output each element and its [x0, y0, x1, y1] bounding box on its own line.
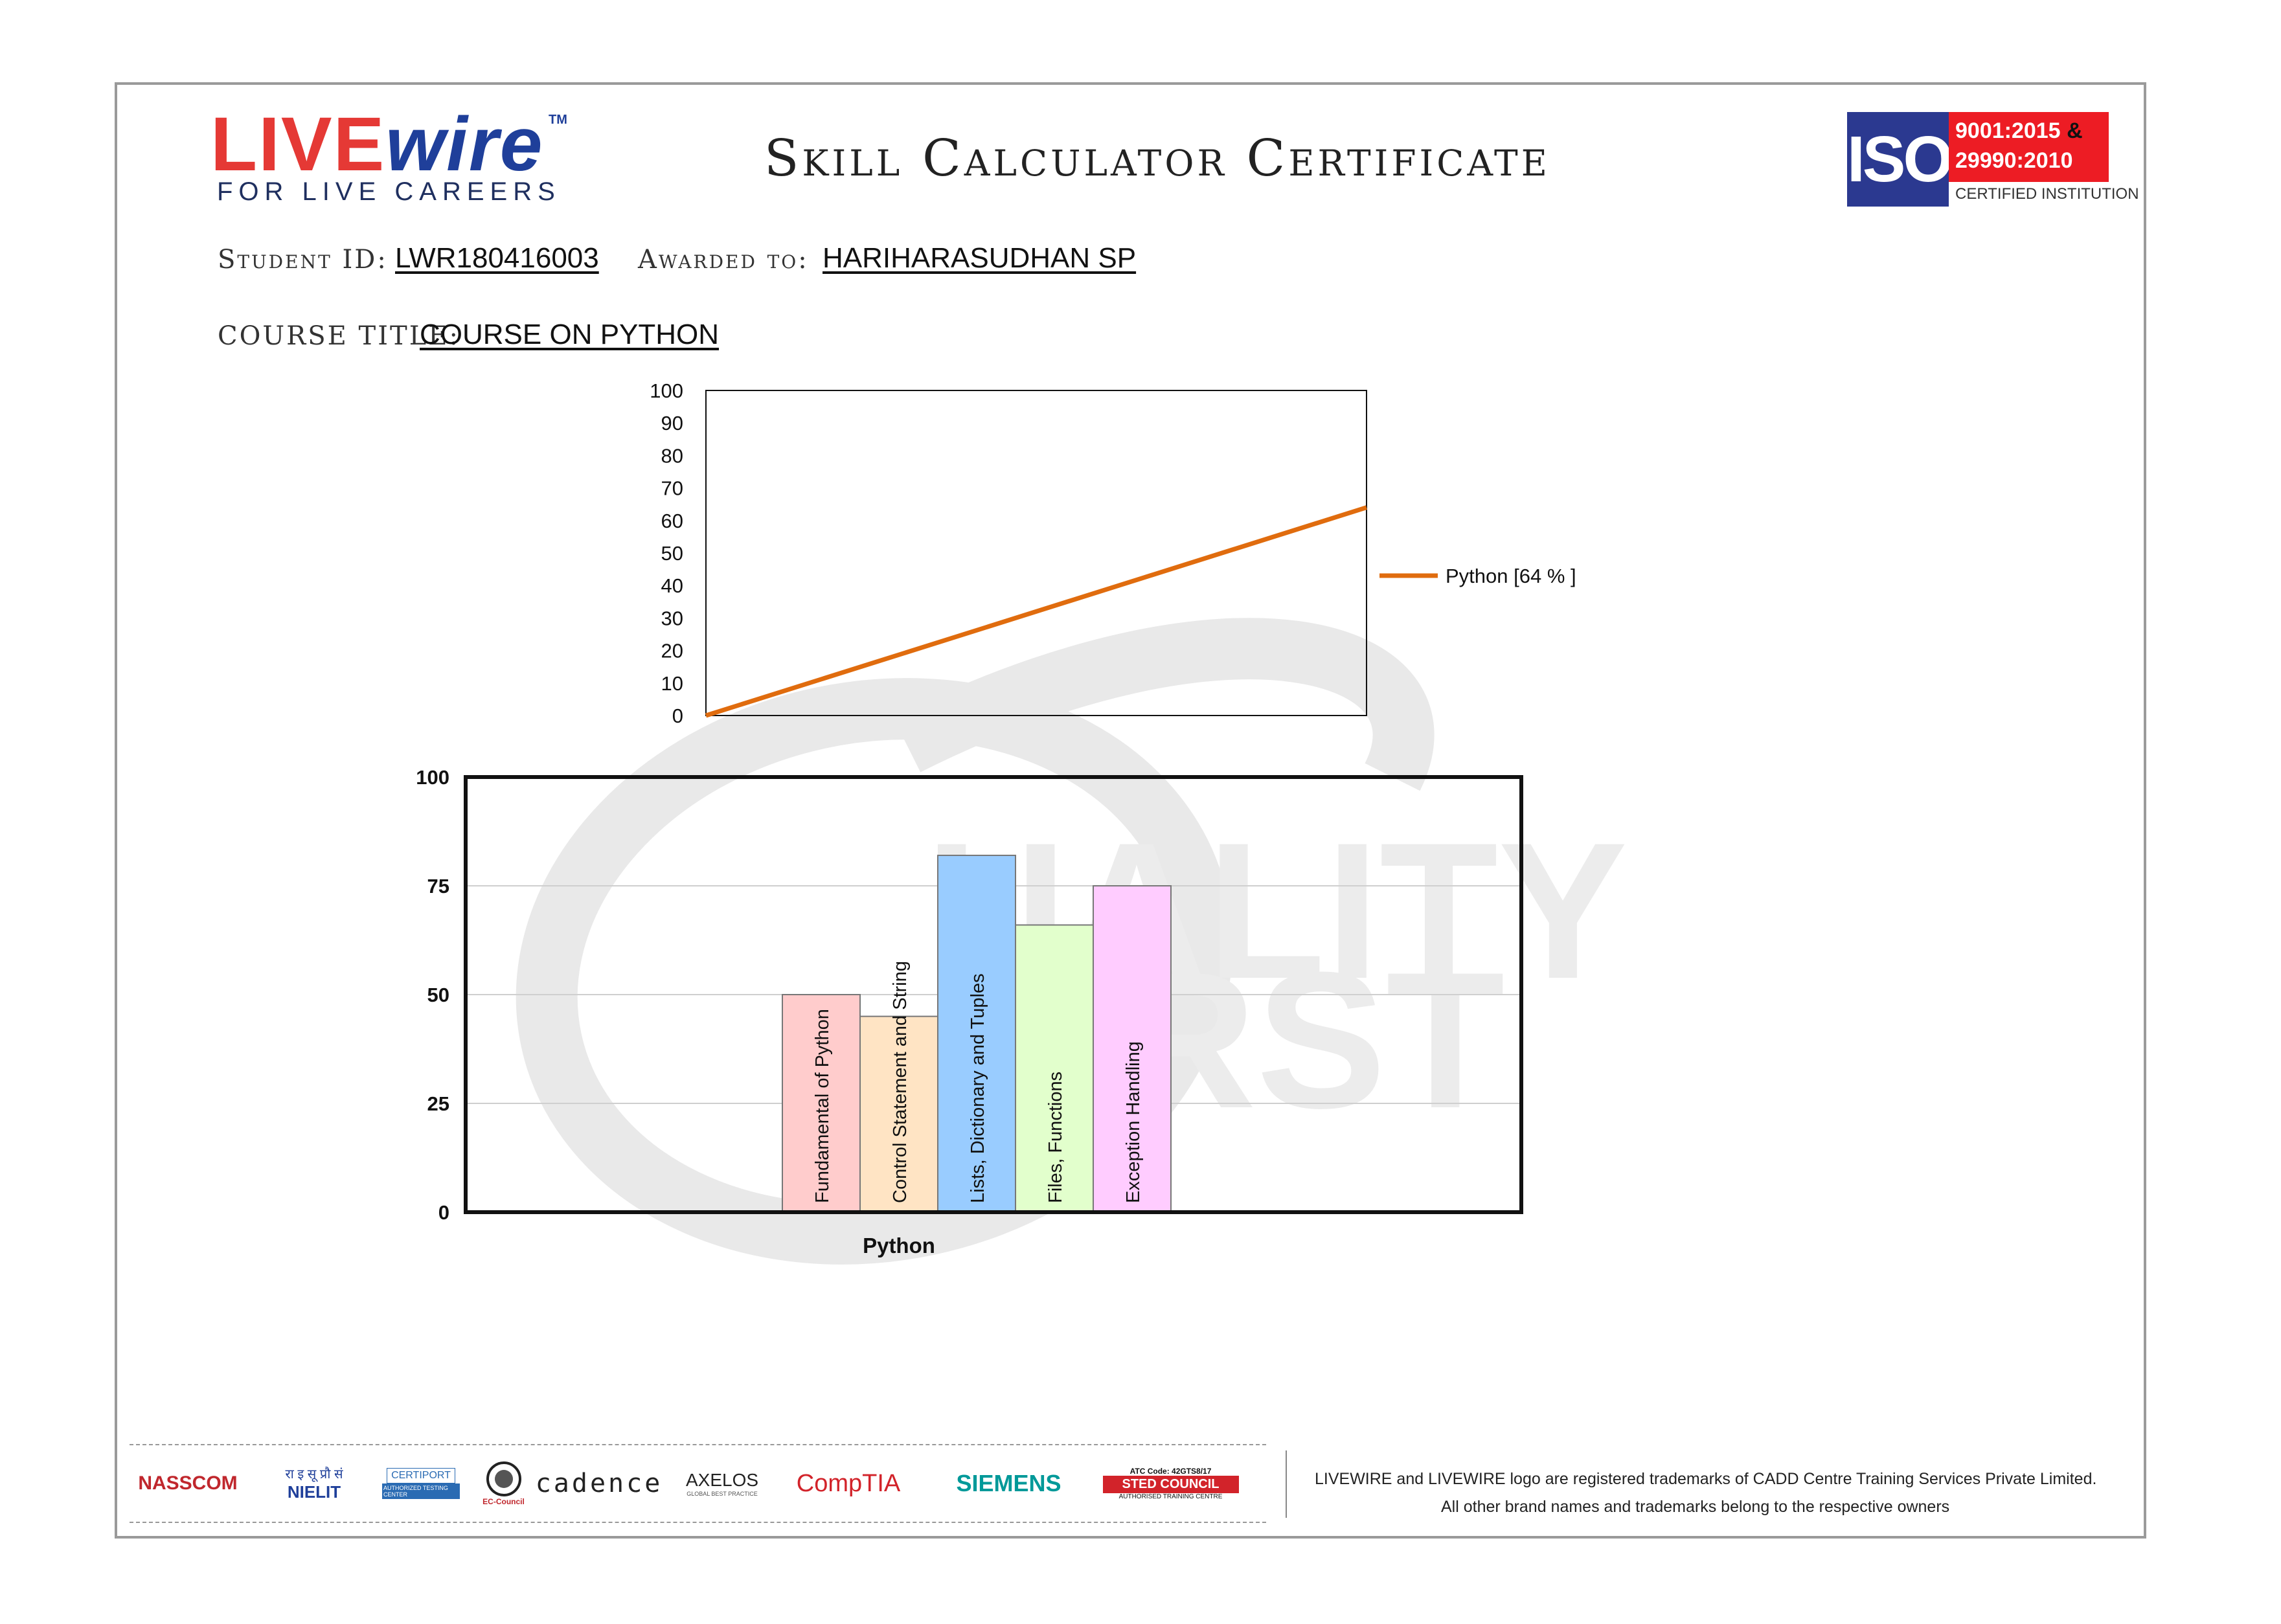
siemens-logo: SIEMENS [956, 1470, 1061, 1496]
skill-bar-label: Lists, Dictionary and Tuples [968, 973, 988, 1203]
line-y-tick-label: 80 [661, 444, 683, 467]
line-y-tick-label: 100 [650, 379, 683, 402]
skill-bar [1093, 885, 1172, 1213]
line-y-tick-label: 70 [661, 477, 683, 500]
certificate-title: Skill Calculator Certificate [764, 130, 1550, 188]
line-y-tick-label: 50 [661, 542, 683, 565]
iso-logo: ISO [1847, 112, 1953, 207]
iso-certified-label: CERTIFIED INSTITUTION [1949, 182, 2139, 207]
nasscom-logo: NASSCOM [138, 1472, 238, 1494]
line-y-tick-label: 40 [661, 574, 683, 597]
axelos-logo: AXELOS GLOBAL BEST PRACTICE [685, 1470, 759, 1497]
nielit-logo: रा इ सू प्रौ सं NIELIT [285, 1467, 343, 1502]
line-y-tick-label: 90 [661, 412, 683, 434]
bar-plot-area [464, 775, 1523, 1214]
iso-badge: ISO 9001:2015 & 29990:2010 CERTIFIED INS… [1847, 112, 2139, 207]
comptia-logo: CompTIA [796, 1469, 901, 1497]
iso-standard-1: 9001:2015 [1955, 118, 2061, 143]
student-id-value: LWR180416003 [395, 242, 599, 274]
partners-strip [130, 1444, 1266, 1523]
footer-trademark-line-2: All other brand names and trademarks bel… [1441, 1498, 1950, 1516]
line-y-tick-label: 10 [661, 672, 683, 695]
line-chart: 0 10 20 30 40 50 60 70 80 90 100 Python [64 % ] [650, 379, 1576, 727]
footer-trademark-line-1: LIVEWIRE and LIVEWIRE logo are registere… [1315, 1470, 2097, 1488]
course-title-label: COURSE TITLE: [218, 321, 460, 351]
certificate-frame [115, 82, 2146, 1539]
bar-y-tick-label: 50 [427, 984, 449, 1006]
line-legend-label: Python [64 % ] [1446, 565, 1576, 587]
bar-y-tick-label: 100 [416, 766, 449, 789]
line-y-tick-label: 0 [672, 705, 683, 727]
course-title-value: COURSE ON PYTHON [420, 319, 720, 350]
logo-tagline: FOR LIVE CAREERS [217, 177, 561, 206]
ec-council-seal-icon [486, 1461, 521, 1496]
python-series-line [705, 505, 1368, 718]
skill-bar-label: Control Statement and String [890, 961, 911, 1203]
ec-council-logo: EC-Council [476, 1449, 531, 1518]
bar-y-tick-label: 75 [427, 875, 449, 897]
skill-bar-label: Files, Functions [1045, 1072, 1066, 1203]
footer-separator [1286, 1450, 1287, 1518]
iso-ampersand: & [2067, 118, 2083, 143]
skill-bar-label: Fundamental of Python [812, 1009, 833, 1203]
logo-live-text: LIVE [210, 102, 386, 187]
livewire-logo: LIVEwire TM FOR LIVE CAREERS [210, 106, 573, 210]
logo-wire-text: wire [385, 102, 544, 187]
cadence-logo: cadence [535, 1469, 663, 1498]
line-y-tick-label: 60 [661, 510, 683, 532]
bar-x-axis-label: Python [863, 1234, 935, 1257]
skill-bar-label: Exception Handling [1123, 1041, 1144, 1203]
line-plot-area [705, 390, 1367, 716]
bar-chart: 0 25 50 75 100 Fundamental of Python Control S… [416, 766, 1523, 1257]
awarded-to-value: HARIHARASUDHAN SP [823, 242, 1137, 274]
sted-council-logo: ATC Code: 42GTS8/17 STED COUNCIL AUTHORI… [1088, 1449, 1253, 1518]
awarded-to-label: Awarded to: [638, 245, 809, 275]
iso-standard-2: 29990:2010 [1955, 148, 2073, 173]
line-y-tick-label: 30 [661, 607, 683, 629]
skill-bar [782, 994, 861, 1213]
bar-y-tick-label: 25 [427, 1092, 449, 1115]
line-y-tick-label: 20 [661, 640, 683, 662]
logo-trademark: TM [549, 113, 567, 127]
certiport-logo: CERTIPORT AUTHORIZED TESTING CENTER [382, 1449, 460, 1518]
student-id-label: Student ID: [218, 245, 388, 275]
bar-y-tick-label: 0 [438, 1201, 449, 1224]
skill-bar [859, 1015, 938, 1213]
